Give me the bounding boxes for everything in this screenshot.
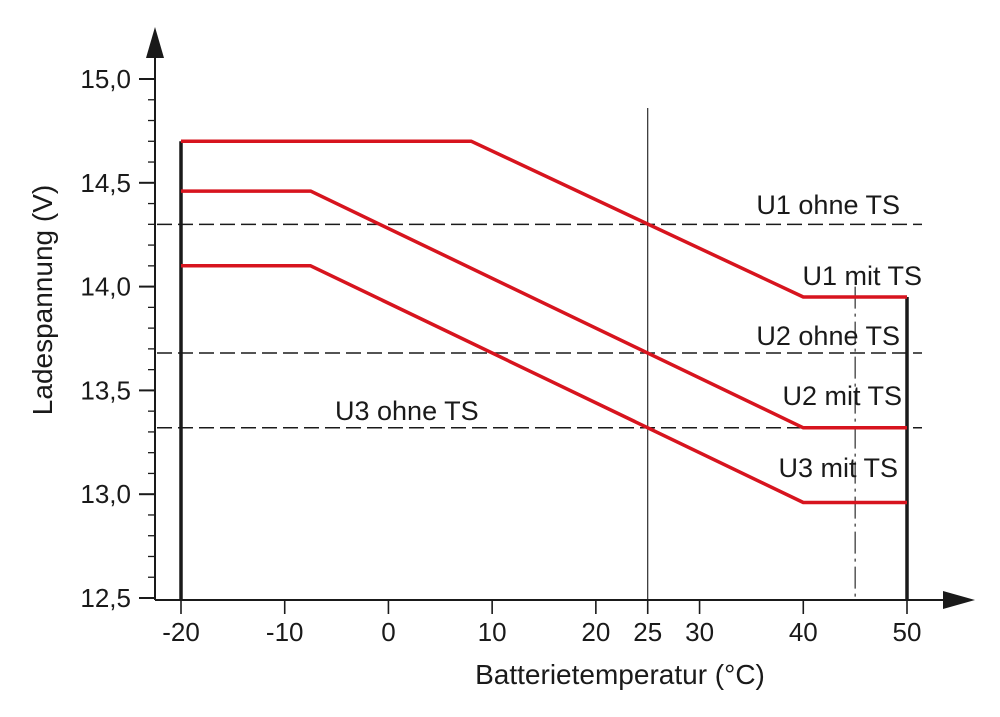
x-tick-label: 0 (381, 617, 395, 647)
reference-lines (157, 223, 922, 429)
series-label: U3 ohne TS (335, 396, 479, 426)
series-labels: U1 ohne TS U1 mit TS U2 ohne TS U2 mit TS U3… (335, 190, 922, 483)
x-tick-label: 30 (685, 617, 714, 647)
y-axis-title: Ladespannung (V) (27, 185, 58, 415)
x-axis-title: Batterietemperatur (°C) (475, 659, 765, 690)
y-axis-arrow (146, 27, 164, 58)
x-axis-arrow (943, 591, 975, 609)
series-label: U3 mit TS (778, 453, 898, 483)
y-tick-label: 14,0 (80, 272, 131, 302)
series-label: U2 mit TS (782, 381, 902, 411)
x-tick-label: -20 (162, 617, 200, 647)
minor-ticks (148, 78, 155, 599)
x-tick-label: 50 (893, 617, 922, 647)
series-lines (181, 139, 907, 505)
x-tick-label: 20 (581, 617, 610, 647)
series-line (181, 139, 907, 299)
tick-labels: 12,5 13,0 13,5 14,0 14,5 15,0 -20 -10 0 10 20 25 30 4… (80, 64, 921, 647)
series-line (181, 189, 907, 430)
axes (146, 27, 975, 609)
series-label: U1 ohne TS (756, 190, 900, 220)
series-label: U2 ohne TS (756, 321, 900, 351)
y-tick-label: 13,5 (80, 375, 131, 405)
y-tick-label: 14,5 (80, 168, 131, 198)
y-tick-label: 13,0 (80, 479, 131, 509)
x-tick-label: 25 (633, 617, 662, 647)
x-tick-label: -10 (266, 617, 304, 647)
x-tick-label: 40 (789, 617, 818, 647)
y-tick-label: 12,5 (80, 583, 131, 613)
series-label: U1 mit TS (802, 261, 922, 291)
y-tick-label: 15,0 (80, 64, 131, 94)
x-tick-label: 10 (478, 617, 507, 647)
vertical-markers (179, 108, 909, 600)
series-line (181, 264, 907, 505)
